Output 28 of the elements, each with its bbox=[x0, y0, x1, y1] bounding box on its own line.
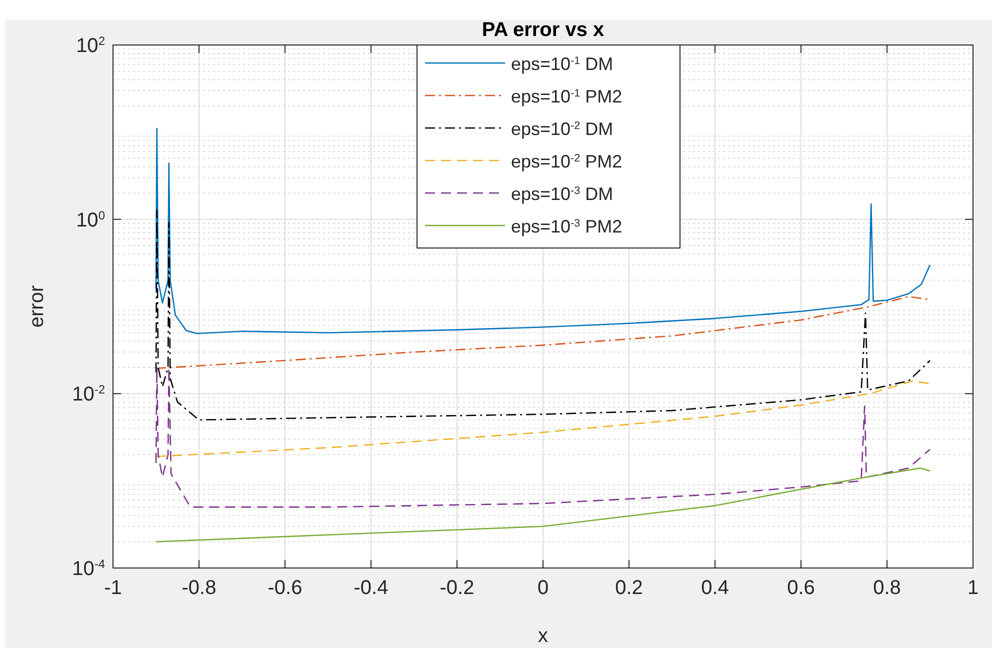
legend-label: eps=10$^{-1}$ DM bbox=[511, 54, 614, 74]
legend-label: eps=10$^{-3}$ DM bbox=[511, 184, 614, 204]
y-axis-title: error bbox=[26, 285, 48, 328]
x-tick-label: -0.6 bbox=[268, 577, 302, 599]
line-series bbox=[155, 210, 931, 421]
x-tick-label: 1 bbox=[967, 577, 979, 599]
y-tick-label: 10$^{-2}$ bbox=[72, 382, 106, 406]
line-series bbox=[155, 366, 931, 508]
legend-label: eps=10$^{-2}$ DM bbox=[511, 119, 614, 139]
y-tick-label: 10$^{-4}$ bbox=[72, 557, 106, 580]
x-tick-label: -0.8 bbox=[182, 577, 216, 599]
x-tick-label: -0.2 bbox=[440, 577, 474, 599]
x-tick-label: 0 bbox=[537, 577, 549, 599]
x-tick-label: -1 bbox=[104, 577, 122, 599]
legend-label: eps=10$^{-1}$ PM2 bbox=[511, 86, 622, 106]
x-tick-label: 0.4 bbox=[701, 577, 729, 599]
line-series bbox=[155, 380, 931, 458]
legend-label: eps=10$^{-3}$ PM2 bbox=[511, 216, 622, 236]
legend-label: eps=10$^{-2}$ PM2 bbox=[511, 152, 622, 172]
y-tick-label: 10$^{0}$ bbox=[76, 208, 106, 232]
x-tick-label: -0.4 bbox=[354, 577, 388, 599]
x-tick-label: 0.6 bbox=[787, 577, 815, 599]
y-tick-label: 10$^{2}$ bbox=[76, 34, 106, 57]
x-axis-title: x bbox=[538, 625, 548, 647]
x-tick-label: 0.2 bbox=[615, 577, 643, 599]
chart-title: PA error vs x bbox=[482, 19, 604, 41]
line-series bbox=[155, 467, 931, 542]
x-tick-label: 0.8 bbox=[873, 577, 901, 599]
